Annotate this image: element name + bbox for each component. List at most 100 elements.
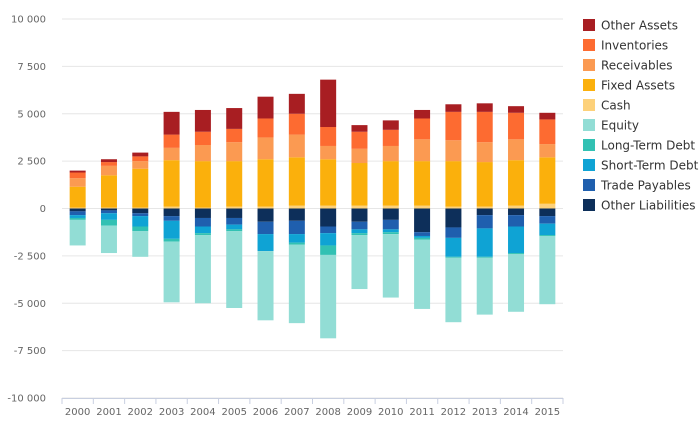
bar-segment-inventories-2006 — [257, 118, 274, 138]
legend-swatch — [583, 139, 595, 151]
bar-segment-fixed-assets-2002 — [132, 168, 149, 208]
bar-segment-receivables-2014 — [508, 139, 525, 161]
legend-label: Equity — [601, 119, 639, 133]
legend-item-cash[interactable]: Cash — [583, 99, 631, 113]
bar-segment-other-assets-2004 — [194, 109, 211, 132]
y-tick-label: -7 500 — [14, 346, 46, 357]
legend-swatch — [583, 119, 595, 131]
bar-segment-fixed-assets-2012 — [445, 161, 462, 207]
legend-swatch — [583, 199, 595, 211]
bar-segment-equity-2003 — [163, 241, 180, 303]
bar-segment-fixed-assets-2003 — [163, 160, 180, 207]
x-tick-label: 2002 — [128, 407, 153, 418]
legend-item-equity[interactable]: Equity — [583, 119, 639, 133]
legend-item-inventories[interactable]: Inventories — [583, 39, 668, 53]
bar-segment-other-liabilities-2014 — [508, 208, 525, 216]
bar-segment-other-liabilities-2013 — [476, 208, 493, 216]
bar-segment-other-liabilities-2009 — [351, 208, 368, 222]
bar-segment-other-liabilities-2003 — [163, 208, 180, 217]
legend-item-short-term-debt[interactable]: Short-Term Debt — [583, 159, 699, 173]
legend-label: Receivables — [601, 59, 673, 73]
bar-segment-other-assets-2005 — [226, 108, 243, 129]
bar-segment-equity-2006 — [257, 251, 274, 321]
bar-segment-short-term-debt-2011 — [414, 235, 431, 238]
bar-segment-other-assets-2015 — [539, 112, 556, 120]
bar-segment-other-liabilities-2002 — [132, 208, 149, 214]
bar-segment-long-term-debt-2013 — [476, 256, 493, 258]
bar-segment-fixed-assets-2000 — [69, 186, 86, 208]
bar-segment-inventories-2012 — [445, 111, 462, 141]
bar-segment-inventories-2003 — [163, 134, 180, 148]
bar-segment-other-assets-2011 — [414, 109, 431, 119]
bar-segment-short-term-debt-2001 — [100, 213, 117, 220]
legend-item-trade-payables[interactable]: Trade Payables — [583, 179, 691, 193]
bar-segment-other-liabilities-2011 — [414, 208, 431, 233]
bar-segment-other-liabilities-2006 — [257, 208, 274, 222]
bar-segment-fixed-assets-2006 — [257, 159, 274, 207]
bar-segment-inventories-2013 — [476, 111, 493, 143]
bar-segment-receivables-2009 — [351, 148, 368, 164]
bar-segment-short-term-debt-2006 — [257, 234, 274, 252]
bar-segment-long-term-debt-2003 — [163, 238, 180, 242]
bar-segment-trade-payables-2004 — [194, 217, 211, 227]
bar-segment-receivables-2007 — [288, 134, 305, 158]
bar-segment-cash-2013 — [476, 206, 493, 209]
bar-segment-other-assets-2010 — [382, 120, 399, 130]
bar-segment-short-term-debt-2007 — [288, 234, 305, 243]
bar-segment-other-liabilities-2012 — [445, 208, 462, 228]
y-tick-label: -10 000 — [7, 394, 46, 405]
y-tick-label: 0 — [40, 204, 46, 215]
legend-item-long-term-debt[interactable]: Long-Term Debt — [583, 139, 695, 153]
x-tick-label: 2009 — [347, 407, 372, 418]
bar-segment-cash-2005 — [226, 206, 243, 209]
bar-segment-long-term-debt-2008 — [320, 245, 337, 255]
bar-segment-other-liabilities-2004 — [194, 208, 211, 218]
legend-label: Other Liabilities — [601, 199, 696, 213]
legend-item-receivables[interactable]: Receivables — [583, 59, 673, 73]
bar-segment-cash-2007 — [288, 205, 305, 209]
bar-segment-long-term-debt-2001 — [100, 219, 117, 226]
bar-segment-other-assets-2014 — [508, 106, 525, 113]
bar-segment-trade-payables-2002 — [132, 213, 149, 217]
bar-segment-equity-2002 — [132, 231, 149, 257]
bar-segment-equity-2010 — [382, 234, 399, 298]
bar-segment-other-assets-2008 — [320, 79, 337, 128]
bar-segment-inventories-2009 — [351, 131, 368, 149]
bar-segment-long-term-debt-2012 — [445, 256, 462, 258]
bar-segment-cash-2011 — [414, 205, 431, 209]
x-tick-label: 2013 — [472, 407, 497, 418]
bar-segment-other-assets-2001 — [100, 159, 117, 163]
bar-segment-long-term-debt-2007 — [288, 242, 305, 245]
bar-segment-receivables-2000 — [69, 178, 86, 187]
bar-segment-fixed-assets-2001 — [100, 175, 117, 208]
bar-segment-equity-2015 — [539, 235, 556, 305]
bar-segment-other-assets-2006 — [257, 96, 274, 119]
bar-segment-other-assets-2009 — [351, 125, 368, 132]
bar-segment-fixed-assets-2011 — [414, 161, 431, 206]
bar-segment-receivables-2011 — [414, 139, 431, 162]
bar-segment-cash-2000 — [69, 207, 86, 209]
bar-segment-equity-2000 — [69, 219, 86, 246]
legend-label: Trade Payables — [600, 179, 691, 193]
legend: Other Assets Inventories Receivables Fixed … — [583, 19, 699, 213]
bars — [69, 79, 556, 339]
legend-item-other-assets[interactable]: Other Assets — [583, 19, 678, 33]
legend-item-other-liabilities[interactable]: Other Liabilities — [583, 199, 696, 213]
bar-segment-equity-2001 — [100, 225, 117, 254]
bar-segment-fixed-assets-2009 — [351, 163, 368, 206]
x-axis: 2000 2001 2002 2003 2004 2005 2006 2007 2008 2009… — [61, 398, 564, 418]
legend-item-fixed-assets[interactable]: Fixed Assets — [583, 79, 675, 93]
legend-swatch — [583, 39, 595, 51]
y-tick-label: 2 500 — [17, 157, 46, 168]
bar-segment-equity-2008 — [320, 254, 337, 339]
x-tick-label: 2008 — [315, 407, 340, 418]
bar-segment-fixed-assets-2015 — [539, 157, 556, 204]
bar-segment-trade-payables-2006 — [257, 221, 274, 235]
legend-swatch — [583, 19, 595, 31]
y-tick-label: -2 500 — [14, 251, 46, 262]
bar-segment-receivables-2004 — [194, 145, 211, 162]
x-tick-label: 2010 — [378, 407, 403, 418]
bar-segment-other-liabilities-2007 — [288, 208, 305, 221]
legend-swatch — [583, 159, 595, 171]
bar-segment-inventories-2005 — [226, 128, 243, 143]
